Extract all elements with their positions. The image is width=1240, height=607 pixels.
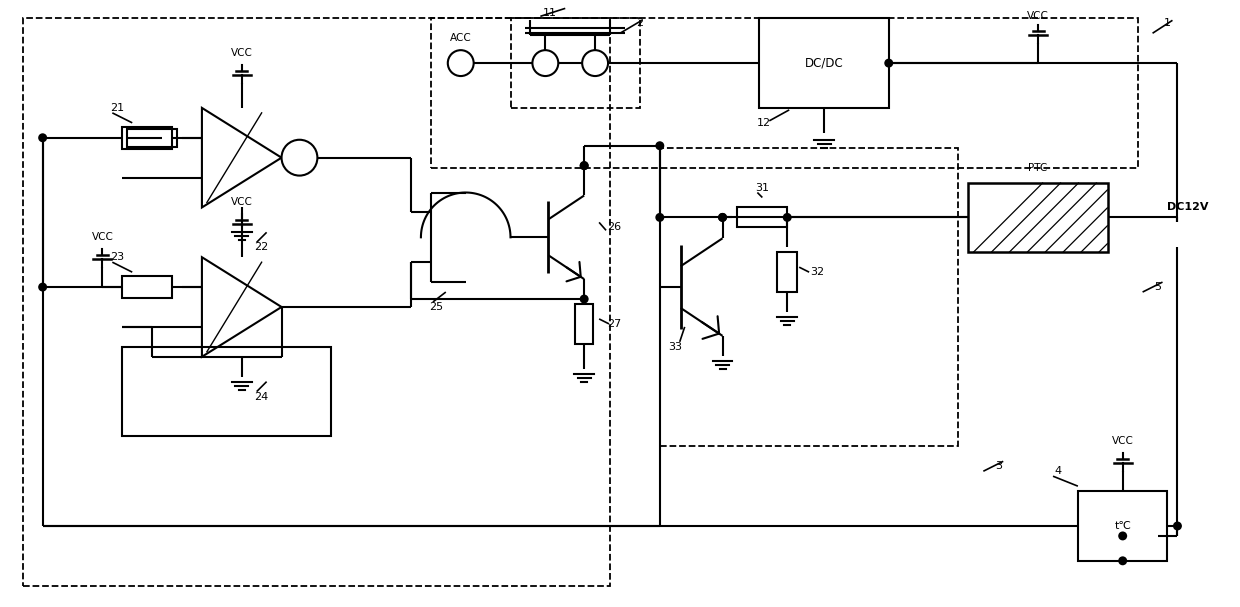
Text: DC/DC: DC/DC	[805, 56, 843, 70]
Text: 33: 33	[668, 342, 682, 352]
Text: 21: 21	[110, 103, 124, 113]
Text: 31: 31	[755, 183, 769, 192]
Text: 22: 22	[254, 242, 269, 253]
Circle shape	[718, 213, 727, 222]
Text: 24: 24	[254, 392, 269, 402]
Bar	[430, 18, 1137, 168]
Bar	[575, 304, 593, 344]
Bar	[123, 276, 172, 298]
Text: VCC: VCC	[231, 197, 253, 208]
Bar	[968, 183, 1107, 253]
Text: 3: 3	[994, 461, 1002, 471]
Text: VCC: VCC	[231, 48, 253, 58]
Circle shape	[655, 141, 665, 150]
Circle shape	[718, 213, 727, 222]
Text: VCC: VCC	[1027, 12, 1049, 21]
Bar	[128, 129, 177, 147]
Text: 5: 5	[1154, 282, 1161, 292]
Bar	[123, 127, 172, 149]
Circle shape	[1173, 521, 1182, 531]
Circle shape	[532, 50, 558, 76]
Text: VCC: VCC	[92, 232, 113, 242]
Text: 26: 26	[606, 222, 621, 232]
Bar	[1078, 491, 1168, 561]
Bar	[777, 253, 797, 292]
Bar	[511, 18, 640, 108]
Circle shape	[38, 134, 47, 142]
Text: 25: 25	[429, 302, 443, 312]
Text: ACC: ACC	[450, 33, 471, 43]
Circle shape	[1118, 532, 1127, 540]
Text: 11: 11	[543, 8, 557, 18]
Circle shape	[782, 213, 791, 222]
Circle shape	[884, 59, 893, 67]
Bar	[22, 18, 610, 586]
Text: 23: 23	[110, 253, 124, 262]
Circle shape	[579, 161, 589, 170]
Text: 2: 2	[636, 18, 644, 29]
Text: DC12V: DC12V	[1167, 203, 1208, 212]
Circle shape	[281, 140, 317, 175]
Circle shape	[582, 50, 608, 76]
Bar	[759, 18, 889, 108]
Text: 4: 4	[1054, 466, 1061, 476]
Bar	[123, 347, 331, 436]
Circle shape	[38, 283, 47, 291]
Circle shape	[579, 161, 589, 170]
Circle shape	[1118, 557, 1127, 565]
Text: t℃: t℃	[1115, 521, 1131, 531]
Circle shape	[655, 213, 665, 222]
Text: 12: 12	[758, 118, 771, 128]
Circle shape	[579, 294, 589, 304]
Circle shape	[448, 50, 474, 76]
Text: VCC: VCC	[1112, 436, 1133, 446]
Bar	[738, 208, 787, 228]
Text: 1: 1	[1164, 18, 1171, 29]
Text: 32: 32	[810, 267, 825, 277]
Bar	[660, 148, 959, 446]
Text: PTC: PTC	[1028, 163, 1048, 172]
Text: 27: 27	[606, 319, 621, 329]
